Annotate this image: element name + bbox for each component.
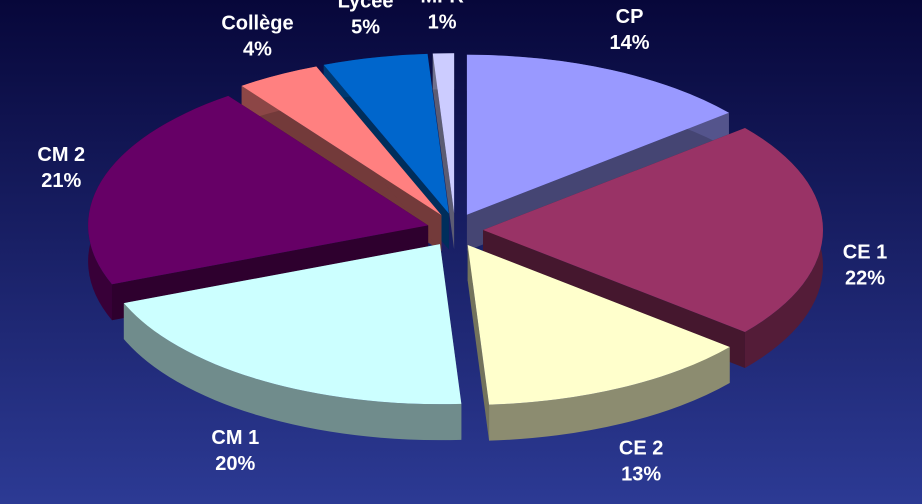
slice-value-label: 21% (41, 170, 81, 192)
slice-label: CE 1 (843, 241, 887, 263)
slice-value-label: 1% (428, 11, 457, 33)
slice-label: Collège (221, 12, 293, 34)
slice-label: CM 2 (37, 144, 85, 166)
slice-side (432, 53, 455, 250)
slice-edge (489, 346, 730, 441)
slice (466, 54, 729, 215)
slice-label: MFR (420, 0, 464, 7)
slice (432, 53, 455, 214)
slice (88, 95, 429, 285)
slice-value-label: 4% (243, 38, 272, 60)
slice-side (467, 244, 490, 441)
slice-label: Lycée (338, 0, 394, 13)
slice (483, 128, 823, 332)
slice (323, 53, 449, 214)
slice (241, 66, 442, 216)
slice-value-label: 22% (845, 267, 885, 289)
slice-value-label: 20% (215, 453, 255, 475)
slice-label: CP (616, 6, 644, 28)
slice (123, 244, 462, 405)
slice-value-label: 13% (621, 463, 661, 485)
slice-edge (123, 303, 462, 441)
slice-value-label: 14% (610, 32, 650, 54)
slice (467, 244, 730, 405)
slice-label: CE 2 (619, 437, 663, 459)
slice-label: CM 1 (211, 427, 259, 449)
slice-value-label: 5% (351, 17, 380, 39)
